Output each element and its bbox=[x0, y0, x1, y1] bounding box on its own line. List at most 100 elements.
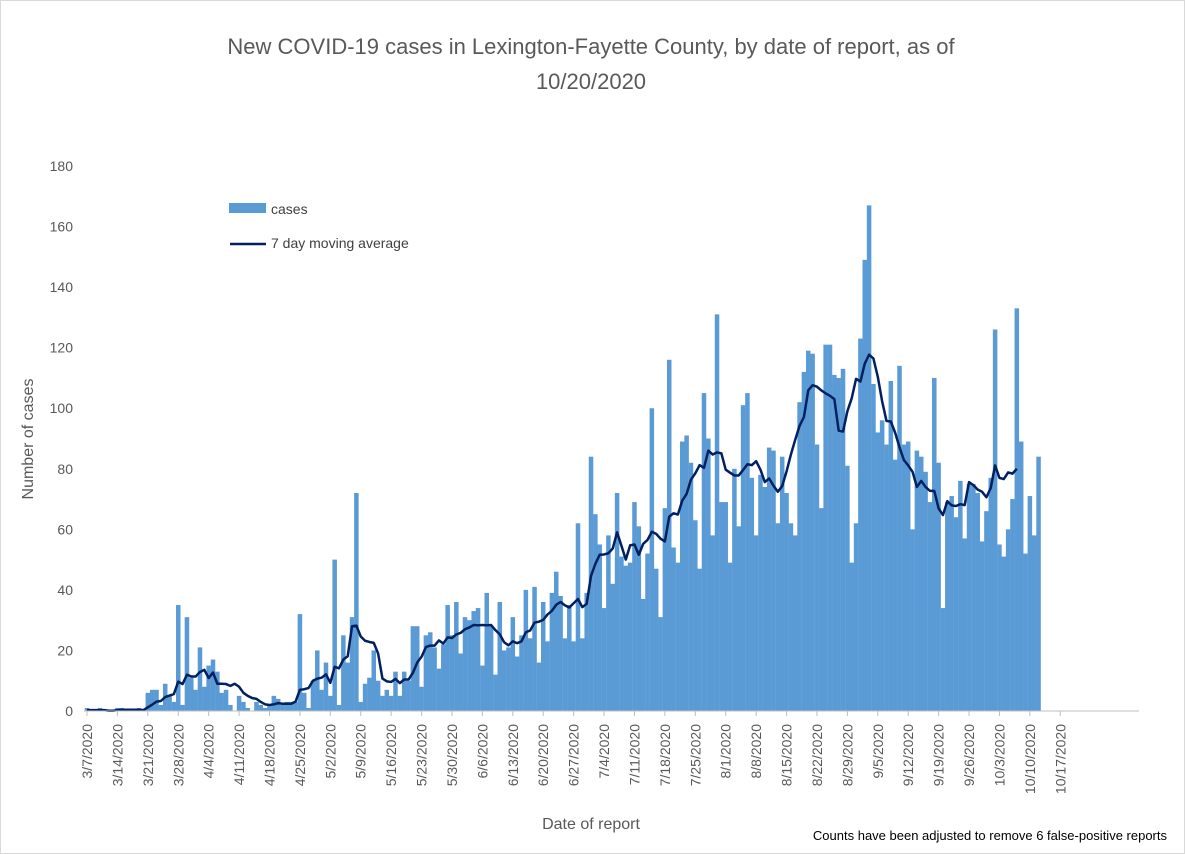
bar-cases bbox=[488, 626, 494, 711]
bar-cases bbox=[506, 647, 511, 711]
bar-cases bbox=[149, 689, 155, 711]
x-tick-label: 9/26/2020 bbox=[961, 724, 977, 786]
bar-cases bbox=[315, 650, 320, 711]
bar-cases bbox=[797, 402, 802, 711]
bar-cases bbox=[245, 707, 251, 711]
x-tick-label: 9/19/2020 bbox=[931, 724, 947, 786]
bar-cases bbox=[884, 444, 889, 711]
bar-cases bbox=[745, 393, 750, 711]
bar-cases bbox=[558, 595, 563, 711]
bar-cases bbox=[145, 692, 151, 711]
y-tick-label: 140 bbox=[50, 279, 74, 295]
bar-cases bbox=[762, 486, 768, 711]
bar-cases bbox=[258, 704, 264, 711]
bar-cases bbox=[862, 259, 868, 711]
bar-series-cases bbox=[84, 205, 1041, 712]
bar-cases bbox=[945, 502, 950, 711]
y-axis-title: Number of cases bbox=[20, 379, 37, 500]
bar-cases bbox=[1010, 499, 1015, 711]
bar-cases bbox=[297, 614, 303, 711]
x-tick-label: 4/11/2020 bbox=[231, 724, 247, 785]
x-axis-title: Date of report bbox=[542, 816, 640, 833]
bar-cases bbox=[219, 692, 224, 711]
bar-cases bbox=[723, 502, 728, 711]
bar-cases bbox=[410, 626, 416, 711]
bar-cases bbox=[223, 689, 229, 711]
bar-cases bbox=[649, 408, 655, 711]
bar-cases bbox=[319, 689, 324, 711]
bar-cases bbox=[758, 474, 763, 711]
bar-cases bbox=[406, 680, 411, 711]
x-tick-label: 6/27/2020 bbox=[566, 724, 582, 786]
bar-cases bbox=[419, 686, 424, 711]
x-tick-label: 6/20/2020 bbox=[535, 724, 551, 786]
bar-cases bbox=[323, 662, 329, 711]
bar-cases bbox=[1036, 456, 1041, 711]
y-tick-label: 180 bbox=[50, 158, 74, 174]
bar-cases bbox=[936, 462, 941, 711]
bar-cases bbox=[619, 556, 624, 711]
bar-cases bbox=[627, 562, 633, 711]
bar-cases bbox=[1031, 535, 1037, 711]
bar-cases bbox=[454, 602, 459, 711]
bar-cases bbox=[640, 598, 646, 711]
bar-cases bbox=[345, 662, 350, 711]
bar-cases bbox=[866, 205, 872, 712]
bar-cases bbox=[584, 592, 589, 711]
x-tick-label: 3/28/2020 bbox=[170, 724, 186, 786]
y-tick-label: 60 bbox=[57, 521, 73, 537]
bar-cases bbox=[371, 650, 377, 711]
bar-cases bbox=[897, 365, 902, 711]
legend-swatch-cases bbox=[229, 203, 266, 213]
bar-cases bbox=[554, 571, 559, 711]
y-tick-label: 20 bbox=[57, 642, 73, 658]
bar-cases bbox=[475, 608, 481, 711]
bar-cases bbox=[480, 665, 485, 711]
bar-cases bbox=[932, 377, 937, 711]
bar-cases bbox=[875, 432, 881, 711]
bar-cases bbox=[567, 605, 572, 711]
bar-cases bbox=[740, 405, 746, 711]
bar-cases bbox=[375, 680, 381, 711]
bar-cases bbox=[414, 626, 420, 711]
bar-cases bbox=[914, 450, 920, 711]
bar-cases bbox=[532, 586, 537, 711]
bar-cases bbox=[910, 529, 915, 711]
x-axis-ticks: 3/7/2020 3/14/2020 3/21/2020 3/28/2020 4/4/2… bbox=[79, 711, 1068, 794]
legend-label-cases: cases bbox=[271, 201, 308, 217]
bar-cases bbox=[992, 329, 998, 711]
x-tick-label: 10/10/2020 bbox=[1022, 724, 1038, 794]
bar-cases bbox=[714, 314, 720, 711]
bar-cases bbox=[792, 535, 798, 711]
bar-cases bbox=[979, 541, 985, 711]
bar-cases bbox=[354, 493, 359, 711]
bar-cases bbox=[623, 565, 629, 711]
chart-title-line2: 10/20/2020 bbox=[536, 69, 646, 94]
bar-cases bbox=[580, 638, 585, 711]
bar-cases bbox=[997, 544, 1002, 711]
bar-cases bbox=[819, 508, 824, 711]
legend: cases 7 day moving average bbox=[229, 201, 409, 251]
x-tick-label: 8/22/2020 bbox=[809, 724, 825, 786]
bar-cases bbox=[497, 602, 503, 711]
y-tick-label: 40 bbox=[57, 582, 73, 598]
bar-cases bbox=[988, 477, 994, 711]
x-tick-label: 6/13/2020 bbox=[505, 724, 521, 786]
x-tick-label: 4/18/2020 bbox=[261, 724, 277, 786]
bar-cases bbox=[388, 695, 394, 711]
bar-cases bbox=[645, 553, 650, 711]
bar-cases bbox=[888, 380, 894, 711]
bar-cases bbox=[675, 562, 681, 711]
bar-cases bbox=[445, 605, 450, 711]
x-tick-label: 5/2/2020 bbox=[322, 724, 338, 779]
bar-cases bbox=[436, 668, 442, 711]
x-tick-label: 8/29/2020 bbox=[839, 724, 855, 786]
bar-cases bbox=[684, 435, 689, 711]
bar-cases bbox=[167, 695, 172, 711]
chart-title-line1: New COVID-19 cases in Lexington-Fayette … bbox=[227, 34, 955, 59]
bar-cases bbox=[940, 608, 946, 711]
x-tick-label: 3/21/2020 bbox=[140, 724, 156, 786]
bar-cases bbox=[428, 632, 433, 711]
bar-cases bbox=[341, 635, 346, 711]
bar-cases bbox=[706, 438, 711, 711]
